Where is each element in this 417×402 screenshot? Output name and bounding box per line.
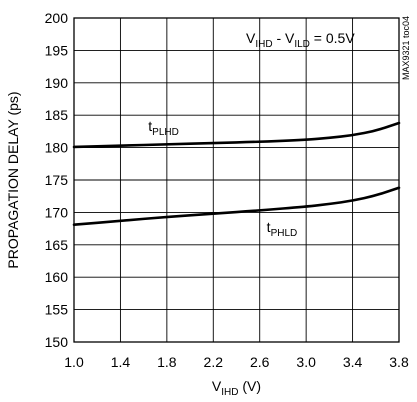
x-tick-labels: 1.0 1.4 1.8 2.2 2.6 3.0 3.4 3.8: [64, 354, 409, 370]
series-label-tphld: tPHLD: [267, 219, 298, 239]
y-tick-label: 175: [45, 172, 69, 188]
y-tick-label: 200: [45, 10, 69, 26]
figure-id-label: MAX9321 toc04: [401, 16, 411, 80]
y-tick-label: 195: [45, 42, 69, 58]
plot-frame: [73, 17, 400, 343]
x-axis-label-main: V: [212, 378, 222, 394]
x-tick-label: 1.0: [64, 354, 84, 370]
y-tick-label: 155: [45, 302, 69, 318]
y-tick-labels: 150 155 160 165 170 175 180 185 190 195 200: [45, 10, 69, 350]
x-tick-label: 3.0: [296, 354, 316, 370]
x-axis-label-unit: (V): [239, 378, 262, 394]
y-tick-label: 185: [45, 107, 69, 123]
y-tick-label: 170: [45, 204, 69, 220]
y-tick-label: 165: [45, 237, 69, 253]
x-tick-label: 3.4: [343, 354, 363, 370]
series-line-tphld: [72, 186, 401, 227]
y-tick-label: 180: [45, 140, 69, 156]
x-axis-label-sub: IHD: [221, 387, 238, 398]
x-tick-label: 3.8: [389, 354, 409, 370]
y-tick-label: 190: [45, 75, 69, 91]
x-tick-label: 2.2: [204, 354, 224, 370]
x-tick-label: 2.6: [250, 354, 270, 370]
x-tick-label: 1.8: [157, 354, 177, 370]
series-label-tplhd: tPLHD: [148, 118, 179, 138]
series-line-tplhd: [72, 121, 401, 149]
grid: [73, 17, 400, 343]
x-tick-label: 1.4: [111, 354, 131, 370]
y-tick-label: 160: [45, 269, 69, 285]
y-axis-label: PROPAGATION DELAY (ps): [5, 91, 21, 268]
condition-annotation: VIHD - VILD = 0.5V: [246, 30, 355, 50]
x-axis-label: VIHD (V): [212, 378, 261, 398]
y-tick-label: 150: [45, 334, 69, 350]
series-group: [72, 121, 401, 227]
